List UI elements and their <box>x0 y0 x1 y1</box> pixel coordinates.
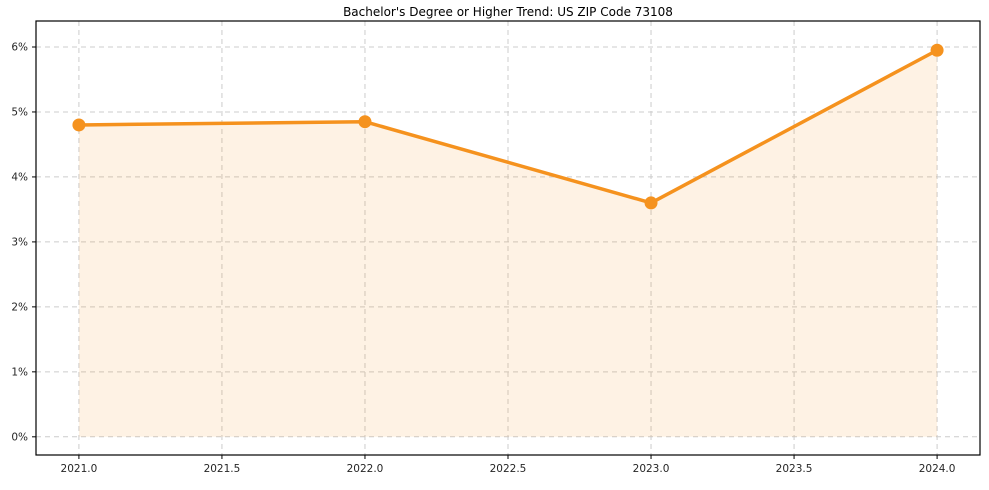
y-tick-label: 1% <box>11 366 28 378</box>
x-tick-label: 2021.5 <box>204 463 241 475</box>
area-fill <box>78 50 938 437</box>
marker-layer <box>72 43 944 210</box>
axis-layer: 2021.0 2021.5 2022.0 2022.5 2023.0 2023.5 2024… <box>11 20 981 475</box>
area-layer <box>78 50 938 437</box>
x-tick-label: 2021.0 <box>61 463 98 475</box>
x-tick-label: 2023.5 <box>776 463 813 475</box>
x-tick-label: 2023.0 <box>633 463 670 475</box>
line-layer <box>77 48 939 205</box>
y-tick-label: 2% <box>11 301 28 313</box>
y-tick-label: 5% <box>11 106 28 118</box>
y-tick-label: 4% <box>11 171 28 183</box>
data-point-marker <box>930 43 944 57</box>
x-tick-label: 2024.0 <box>919 463 956 475</box>
x-tick-label: 2022.5 <box>490 463 527 475</box>
y-tick-label: 6% <box>11 41 28 53</box>
data-point-marker <box>72 118 86 132</box>
data-point-marker <box>358 115 372 129</box>
y-tick-label: 0% <box>11 431 28 443</box>
chart-title: Bachelor's Degree or Higher Trend: US ZI… <box>343 5 673 19</box>
x-tick-label: 2022.0 <box>347 463 384 475</box>
y-tick-label: 3% <box>11 236 28 248</box>
trend-line <box>77 48 939 205</box>
data-point-marker <box>644 196 658 210</box>
